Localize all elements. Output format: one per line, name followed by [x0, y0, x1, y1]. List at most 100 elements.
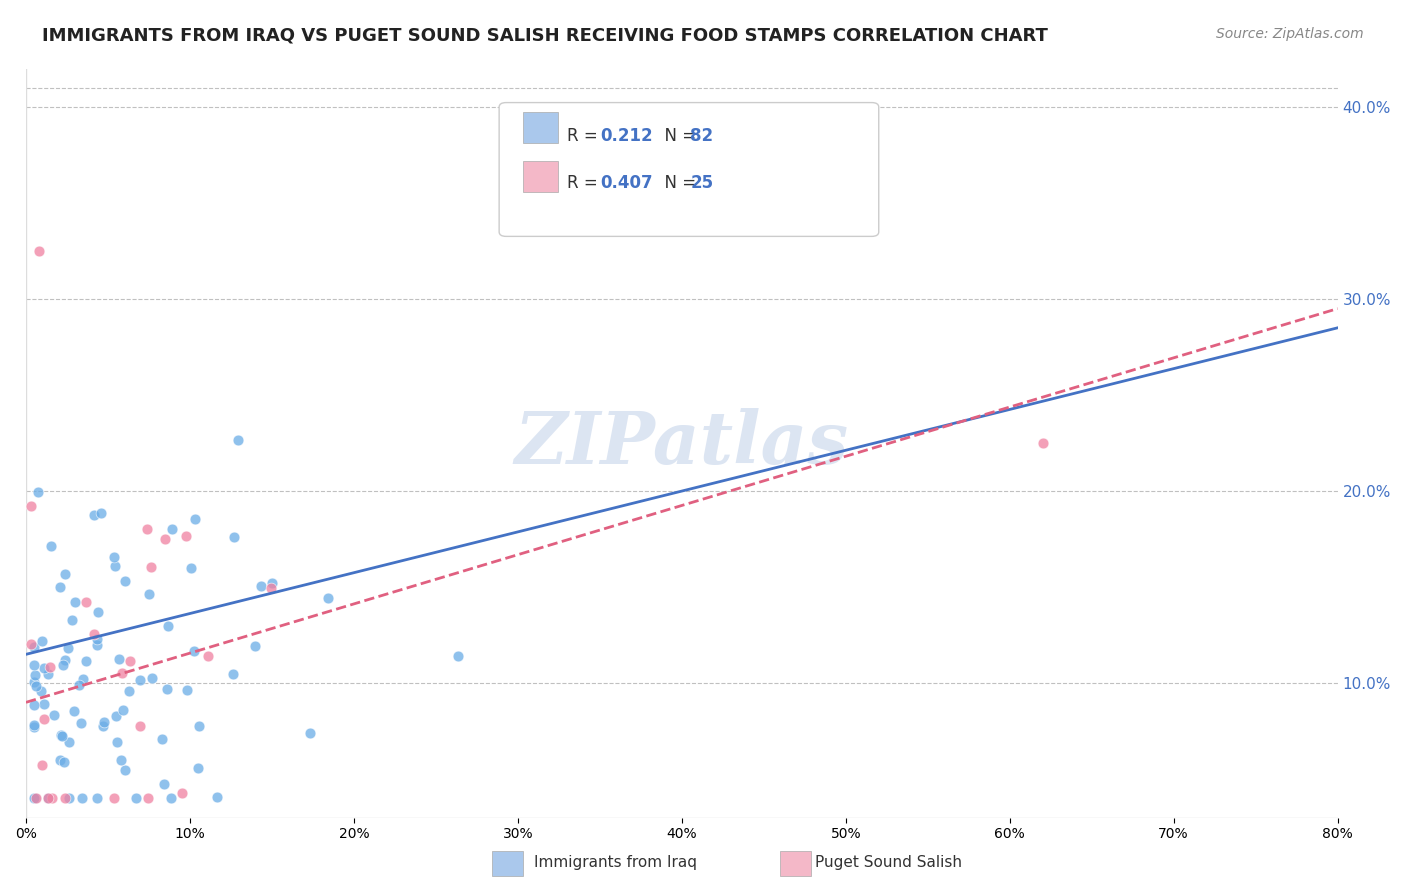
Text: IMMIGRANTS FROM IRAQ VS PUGET SOUND SALISH RECEIVING FOOD STAMPS CORRELATION CHA: IMMIGRANTS FROM IRAQ VS PUGET SOUND SALI…: [42, 27, 1047, 45]
Point: [62, 704, 84, 718]
Text: ZIPatlas: ZIPatlas: [515, 408, 849, 479]
Point: [86, 791, 108, 805]
Point: [298, 726, 321, 740]
Point: [28, 244, 51, 258]
Point: [141, 671, 163, 685]
Point: [86, 632, 108, 646]
Point: [24, 668, 46, 682]
Point: [31, 758, 53, 772]
Point: [56, 641, 79, 656]
Point: [53, 791, 76, 805]
Point: [52, 657, 75, 672]
Point: [55, 653, 77, 667]
Point: [75, 595, 97, 609]
Text: N =: N =: [654, 174, 702, 192]
Point: [90, 506, 112, 520]
Point: [39, 539, 62, 553]
Point: [447, 649, 470, 664]
Point: [187, 761, 209, 775]
Point: [114, 574, 136, 588]
Point: [118, 683, 141, 698]
Point: [160, 791, 183, 805]
Point: [155, 681, 177, 696]
Point: [108, 652, 131, 666]
Point: [125, 791, 148, 805]
Point: [176, 683, 198, 698]
Point: [49, 753, 72, 767]
Point: [91, 719, 114, 733]
Point: [22, 718, 45, 732]
Point: [32, 661, 55, 675]
Point: [114, 763, 136, 777]
Point: [184, 512, 207, 526]
Point: [316, 591, 339, 605]
Point: [135, 523, 157, 537]
Point: [37, 791, 59, 805]
Point: [37, 666, 59, 681]
Point: [86, 638, 108, 652]
Text: 0.407: 0.407: [600, 174, 652, 192]
Point: [24, 791, 46, 805]
Point: [22, 657, 45, 672]
Point: [70, 791, 93, 805]
Point: [83, 508, 105, 522]
Point: [41, 791, 63, 805]
Point: [188, 718, 211, 732]
Point: [222, 667, 245, 681]
Point: [260, 581, 283, 595]
Point: [129, 719, 152, 733]
Point: [72, 672, 94, 686]
Text: 82: 82: [690, 127, 713, 145]
Point: [30, 684, 52, 698]
Text: R =: R =: [567, 174, 603, 192]
Point: [22, 640, 45, 654]
Point: [58, 791, 80, 805]
Text: 0.212: 0.212: [600, 127, 652, 145]
Point: [25, 791, 48, 805]
Point: [224, 530, 246, 544]
Point: [170, 786, 193, 800]
Point: [20, 500, 42, 514]
Point: [24, 679, 46, 693]
Point: [75, 654, 97, 668]
Point: [245, 639, 267, 653]
Point: [20, 637, 42, 651]
Text: Source: ZipAtlas.com: Source: ZipAtlas.com: [1216, 27, 1364, 41]
Point: [160, 522, 183, 536]
Point: [136, 791, 159, 805]
Point: [226, 433, 249, 447]
Point: [32, 712, 55, 726]
Point: [44, 707, 66, 722]
Point: [63, 595, 86, 609]
Point: [83, 626, 105, 640]
Point: [49, 581, 72, 595]
Point: [110, 753, 132, 767]
Point: [153, 532, 176, 546]
Point: [180, 561, 202, 575]
Text: N =: N =: [654, 127, 702, 145]
Point: [87, 605, 110, 619]
Point: [103, 549, 125, 564]
Point: [205, 790, 228, 805]
Point: [103, 791, 125, 805]
Point: [53, 566, 76, 581]
Point: [260, 576, 283, 591]
Point: [111, 665, 134, 680]
Point: [49, 728, 72, 742]
Point: [111, 703, 134, 717]
Text: Immigrants from Iraq: Immigrants from Iraq: [534, 855, 697, 870]
Point: [1031, 436, 1053, 450]
Point: [183, 644, 205, 658]
Point: [51, 729, 73, 743]
Point: [22, 698, 45, 712]
Point: [174, 529, 197, 543]
Point: [37, 791, 59, 805]
Point: [52, 755, 75, 769]
Point: [60, 613, 83, 627]
Point: [118, 654, 141, 668]
Point: [141, 559, 163, 574]
Point: [22, 674, 45, 689]
Point: [128, 673, 150, 687]
Point: [138, 587, 160, 601]
Point: [105, 708, 128, 723]
